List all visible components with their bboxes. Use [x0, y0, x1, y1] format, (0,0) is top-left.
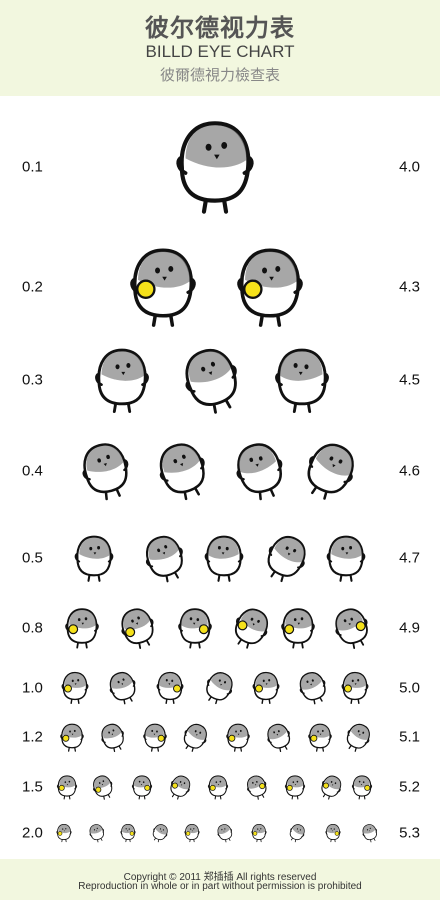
- bird-icon: [148, 820, 173, 846]
- header-band: 彼尔德视力表 BILLD EYE CHART 彼爾德視力檢查表: [0, 0, 440, 96]
- bird-icon: [285, 820, 310, 846]
- bird-icon: [59, 670, 91, 705]
- decimal-acuity-label: 2.0: [22, 824, 43, 842]
- bird-icon: [130, 774, 154, 800]
- logmar-acuity-label: 4.3: [399, 278, 420, 296]
- bird-icon: [201, 533, 247, 584]
- bird-icon: [315, 770, 348, 804]
- logmar-acuity-label: 4.5: [399, 371, 420, 389]
- logmar-acuity-label: 4.9: [399, 619, 420, 637]
- bird-icon: [58, 722, 86, 753]
- bird-icon: [339, 670, 371, 705]
- bird-icon: [250, 670, 282, 705]
- bird-icon: [112, 600, 165, 655]
- bird-icon: [90, 345, 154, 415]
- bird-icon: [250, 823, 268, 843]
- bird-icon: [213, 821, 237, 846]
- decimal-acuity-label: 1.0: [22, 679, 43, 697]
- chart-title: 彼尔德视力表: [145, 14, 295, 42]
- logmar-acuity-label: 5.0: [399, 679, 420, 697]
- chart-title-traditional: 彼爾德視力檢查表: [159, 66, 280, 84]
- bird-icon: [62, 606, 102, 650]
- bird-icon: [124, 244, 202, 330]
- bird-icon: [95, 718, 132, 757]
- bird-icon: [270, 345, 334, 415]
- bird-icon: [175, 606, 215, 650]
- bird-icon: [85, 821, 109, 846]
- decimal-acuity-label: 0.4: [22, 462, 43, 480]
- decimal-acuity-label: 0.3: [22, 371, 43, 389]
- bird-icon: [119, 823, 137, 843]
- bird-icon: [176, 717, 214, 757]
- bird-icon: [292, 666, 334, 710]
- bird-icon: [169, 116, 261, 217]
- logmar-acuity-label: 5.2: [399, 778, 420, 796]
- logmar-acuity-label: 4.7: [399, 549, 420, 567]
- decimal-acuity-label: 0.8: [22, 619, 43, 637]
- bird-icon: [224, 600, 279, 657]
- logmar-acuity-label: 5.1: [399, 728, 420, 746]
- logmar-acuity-label: 4.0: [399, 158, 420, 176]
- bird-icon: [254, 525, 317, 590]
- bird-icon: [206, 774, 230, 800]
- bird-icon: [141, 722, 169, 753]
- bird-icon: [306, 722, 334, 753]
- bird-icon: [225, 434, 295, 508]
- bird-icon: [71, 434, 141, 508]
- bird-icon: [135, 526, 196, 589]
- bird-icon: [55, 774, 79, 800]
- bird-icon: [183, 823, 201, 843]
- reproduction-notice: Reproduction in whole or in part without…: [78, 881, 362, 892]
- bird-icon: [324, 823, 342, 843]
- decimal-acuity-label: 0.2: [22, 278, 43, 296]
- bird-icon: [71, 533, 117, 584]
- bird-icon: [326, 600, 379, 655]
- bird-icon: [55, 823, 73, 843]
- bird-icon: [323, 533, 369, 584]
- bird-icon: [358, 821, 382, 846]
- bird-icon: [241, 771, 273, 804]
- bird-icon: [197, 665, 241, 710]
- decimal-acuity-label: 1.2: [22, 728, 43, 746]
- bird-icon: [146, 432, 220, 509]
- decimal-acuity-label: 0.1: [22, 158, 43, 176]
- bird-icon: [278, 606, 318, 650]
- logmar-acuity-label: 4.6: [399, 462, 420, 480]
- bird-icon: [339, 717, 377, 757]
- bird-icon: [87, 771, 119, 804]
- decimal-acuity-label: 1.5: [22, 778, 43, 796]
- copyright-text: Copyright © 2011 郑插插 All rights reserved: [123, 872, 317, 883]
- bird-icon: [164, 770, 197, 804]
- decimal-acuity-label: 0.5: [22, 549, 43, 567]
- chart-title-english: BILLD EYE CHART: [145, 42, 295, 61]
- bird-icon: [102, 666, 144, 710]
- logmar-acuity-label: 5.3: [399, 824, 420, 842]
- bird-icon: [292, 431, 369, 510]
- bird-icon: [224, 722, 252, 753]
- bird-icon: [170, 336, 254, 424]
- bird-icon: [283, 774, 307, 800]
- bird-icon: [231, 244, 309, 330]
- bird-icon: [350, 774, 374, 800]
- footer-band: Copyright © 2011 郑插插 All rights reserved…: [0, 859, 440, 900]
- bird-icon: [154, 670, 186, 705]
- bird-icon: [261, 718, 298, 757]
